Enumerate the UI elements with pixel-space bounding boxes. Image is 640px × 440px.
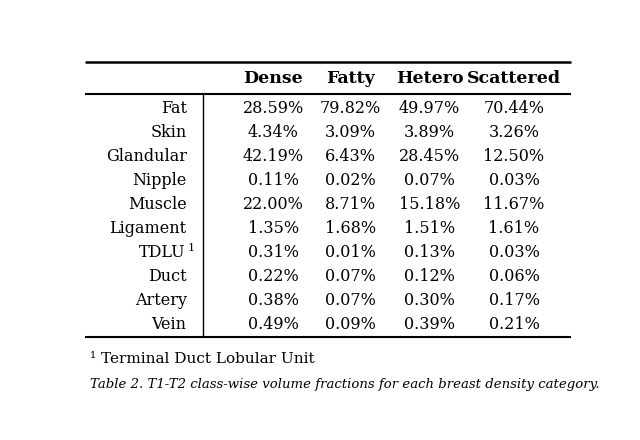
Text: Duct: Duct [148,268,187,285]
Text: 0.39%: 0.39% [404,316,455,333]
Text: 0.07%: 0.07% [325,292,376,309]
Text: 11.67%: 11.67% [483,196,545,213]
Text: Ligament: Ligament [109,220,187,237]
Text: 0.21%: 0.21% [488,316,540,333]
Text: Skin: Skin [150,124,187,141]
Text: 8.71%: 8.71% [324,196,376,213]
Text: 4.34%: 4.34% [248,124,299,141]
Text: Hetero: Hetero [396,70,463,87]
Text: 0.17%: 0.17% [488,292,540,309]
Text: Nipple: Nipple [132,172,187,189]
Text: 0.01%: 0.01% [325,244,376,261]
Text: Scattered: Scattered [467,70,561,87]
Text: Muscle: Muscle [128,196,187,213]
Text: 49.97%: 49.97% [399,99,460,117]
Text: 0.02%: 0.02% [325,172,376,189]
Text: ¹ Terminal Duct Lobular Unit: ¹ Terminal Duct Lobular Unit [90,352,314,367]
Text: 1: 1 [188,243,195,253]
Text: 0.38%: 0.38% [248,292,299,309]
Text: 3.09%: 3.09% [325,124,376,141]
Text: 79.82%: 79.82% [320,99,381,117]
Text: 0.49%: 0.49% [248,316,299,333]
Text: 1.51%: 1.51% [404,220,455,237]
Text: Fat: Fat [161,99,187,117]
Text: 0.30%: 0.30% [404,292,455,309]
Text: 0.07%: 0.07% [325,268,376,285]
Text: Vein: Vein [152,316,187,333]
Text: 22.00%: 22.00% [243,196,304,213]
Text: 0.03%: 0.03% [488,172,540,189]
Text: 3.26%: 3.26% [488,124,540,141]
Text: Artery: Artery [134,292,187,309]
Text: Glandular: Glandular [106,148,187,165]
Text: 0.07%: 0.07% [404,172,455,189]
Text: 28.59%: 28.59% [243,99,304,117]
Text: 70.44%: 70.44% [483,99,545,117]
Text: 42.19%: 42.19% [243,148,304,165]
Text: Fatty: Fatty [326,70,374,87]
Text: 28.45%: 28.45% [399,148,460,165]
Text: 1.68%: 1.68% [324,220,376,237]
Text: 1.61%: 1.61% [488,220,540,237]
Text: 12.50%: 12.50% [483,148,545,165]
Text: 0.12%: 0.12% [404,268,455,285]
Text: 15.18%: 15.18% [399,196,460,213]
Text: TDLU: TDLU [139,244,186,261]
Text: 6.43%: 6.43% [325,148,376,165]
Text: 0.11%: 0.11% [248,172,299,189]
Text: 0.31%: 0.31% [248,244,299,261]
Text: 1.35%: 1.35% [248,220,299,237]
Text: Dense: Dense [244,70,303,87]
Text: 0.03%: 0.03% [488,244,540,261]
Text: 3.89%: 3.89% [404,124,455,141]
Text: 0.22%: 0.22% [248,268,299,285]
Text: 0.06%: 0.06% [488,268,540,285]
Text: 0.13%: 0.13% [404,244,455,261]
Text: 0.09%: 0.09% [325,316,376,333]
Text: Table 2. T1-T2 class-wise volume fractions for each breast density category.: Table 2. T1-T2 class-wise volume fractio… [90,378,600,391]
